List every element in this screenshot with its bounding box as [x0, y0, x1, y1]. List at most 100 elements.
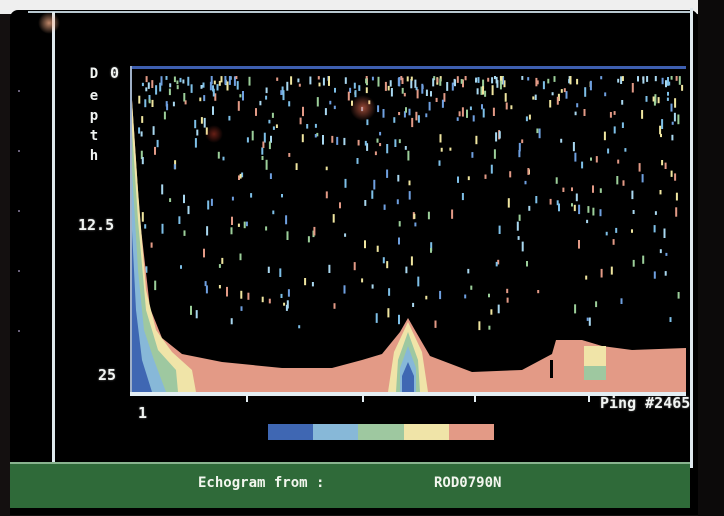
echo-sample [326, 191, 328, 198]
echo-sample [255, 108, 257, 116]
echo-sample [182, 80, 184, 84]
echo-sample [439, 291, 441, 299]
echo-sample [180, 78, 182, 82]
echo-sample [457, 117, 459, 121]
echo-sample [221, 76, 223, 82]
echo-sample [446, 82, 448, 91]
echo-sample [478, 77, 480, 83]
echo-sample [388, 288, 390, 296]
echo-sample [365, 79, 367, 84]
echo-sample [543, 81, 545, 89]
echo-sample [522, 242, 524, 252]
echo-sample [355, 90, 357, 97]
echo-sample [481, 104, 483, 109]
echo-sample [412, 303, 414, 307]
echo-sample [142, 157, 144, 164]
echo-sample [407, 151, 409, 161]
echo-sample [169, 198, 171, 202]
echo-sample [425, 296, 427, 300]
echo-sample [288, 153, 290, 157]
echo-sample [491, 165, 493, 174]
echo-sample [328, 265, 330, 273]
echo-sample [457, 177, 459, 183]
echo-sample [519, 215, 521, 221]
echo-sample [617, 160, 619, 164]
echo-sample [641, 110, 643, 119]
echo-sample [566, 91, 568, 99]
echo-sample [379, 132, 381, 136]
echo-sample [496, 262, 498, 267]
echo-sample [273, 126, 275, 129]
echogram-plot [132, 70, 686, 392]
echo-sample [315, 124, 317, 128]
echo-sample [161, 76, 163, 85]
echo-sample [575, 112, 577, 116]
echo-sample [525, 181, 527, 184]
echo-sample [495, 132, 497, 141]
ping-axis-tick [588, 392, 590, 402]
echo-sample [229, 76, 231, 85]
echo-sample [204, 118, 206, 128]
echo-sample [665, 253, 667, 256]
echo-sample [622, 76, 624, 81]
echo-sample [377, 246, 379, 252]
echo-sample [664, 229, 666, 239]
screen-artifact [18, 90, 20, 92]
echo-sample [407, 76, 409, 81]
depth-tick-25: 25 [98, 366, 116, 384]
echo-sample [552, 92, 554, 95]
echo-sample [207, 201, 209, 210]
echo-sample [206, 226, 208, 235]
echo-sample [391, 88, 393, 97]
echo-sample [570, 76, 572, 84]
echo-sample [317, 97, 319, 106]
seabed-band-green [132, 130, 606, 392]
echo-sample [671, 76, 673, 80]
echo-sample [276, 78, 278, 81]
echo-sample [344, 285, 346, 293]
echo-sample [562, 188, 564, 192]
echo-sample [357, 158, 359, 164]
echo-sample [368, 100, 370, 104]
echo-sample [157, 140, 159, 147]
echo-sample [576, 103, 578, 107]
echo-sample [440, 134, 442, 142]
echo-sample [288, 289, 290, 297]
echo-sample [586, 220, 588, 223]
echo-sample [296, 163, 298, 170]
echo-sample [281, 194, 283, 197]
echo-sample [315, 134, 317, 138]
echo-sample [470, 286, 472, 290]
echo-sample [205, 281, 207, 286]
echo-sample [590, 81, 592, 91]
echo-sample [178, 216, 180, 224]
echo-sample [281, 294, 283, 298]
echo-sample [388, 86, 390, 91]
echo-sample [413, 214, 415, 219]
echo-sample [148, 82, 150, 89]
echo-sample [571, 187, 573, 191]
echo-sample [415, 112, 417, 121]
echo-sample [459, 111, 461, 116]
echo-sample [519, 143, 521, 152]
echo-sample [336, 137, 338, 145]
echo-sample [144, 224, 146, 228]
echo-sample [452, 83, 454, 91]
echo-sample [655, 76, 657, 81]
echo-sample [377, 139, 379, 143]
echo-sample [611, 267, 613, 275]
echo-sample [286, 82, 288, 91]
echo-sample [262, 297, 264, 303]
echo-sample [176, 81, 178, 85]
echo-sample [333, 214, 335, 223]
echo-sample [417, 89, 419, 98]
echo-sample [510, 105, 512, 109]
echo-sample [247, 137, 249, 142]
echo-sample [437, 78, 439, 82]
echo-sample [642, 174, 644, 182]
echo-sample [678, 292, 680, 299]
echo-sample [270, 173, 272, 179]
echo-sample [191, 84, 193, 93]
echo-sample [676, 76, 678, 81]
echo-sample [527, 77, 529, 80]
